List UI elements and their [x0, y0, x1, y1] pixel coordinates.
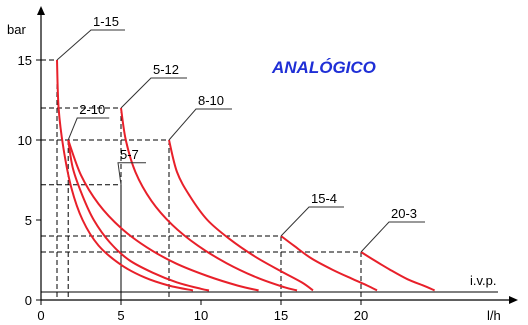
axes: 0 5 10 15 20 0 5 10 15 l/h bar — [7, 6, 518, 323]
x-tick-label: 15 — [274, 308, 288, 323]
chart-title: ANALÓGICO — [271, 58, 376, 77]
y-axis-label: bar — [7, 22, 26, 37]
x-axis-label: l/h — [487, 308, 501, 323]
curve-8-10 — [168, 139, 314, 292]
curve-label-20-3: 20-3 — [391, 206, 417, 221]
curve-2-10 — [67, 139, 210, 292]
curve-1-15 — [56, 59, 194, 292]
y-tick-label: 5 — [25, 213, 32, 228]
curve-label-8-10: 8-10 — [198, 93, 224, 108]
x-tick-label: 5 — [117, 308, 124, 323]
curve-20-3 — [360, 251, 435, 292]
y-tick-label: 10 — [18, 133, 32, 148]
label-leader — [120, 77, 187, 109]
curve-label-5-7: 5-7 — [120, 147, 139, 162]
label-leader — [360, 221, 425, 253]
curve-labels: 1-15 2-10 5-7 5-12 8-10 15-4 20-3 — [56, 14, 425, 253]
x-tick-label: 0 — [37, 308, 44, 323]
x-axis-arrow — [509, 296, 518, 304]
curve-label-2-10: 2-10 — [79, 102, 105, 117]
label-leader — [280, 206, 344, 237]
label-leader — [67, 117, 110, 141]
reference-lines — [41, 59, 362, 300]
curve-5-12 — [120, 107, 298, 292]
curves — [56, 59, 435, 292]
label-leader — [117, 162, 146, 185]
label-leader — [56, 29, 125, 61]
label-leader — [168, 108, 232, 141]
y-tick-label: 15 — [18, 53, 32, 68]
ivp-baseline-group: i.v.p. — [41, 273, 498, 293]
x-tick-label: 20 — [354, 308, 368, 323]
y-axis-arrow — [37, 6, 45, 15]
curve-label-15-4: 15-4 — [311, 191, 337, 206]
curve-label-5-12: 5-12 — [153, 62, 179, 77]
curve-15-4 — [280, 235, 378, 292]
curve-5-7 — [67, 139, 259, 292]
ivp-label: i.v.p. — [470, 273, 497, 288]
x-tick-label: 10 — [194, 308, 208, 323]
y-tick-label: 0 — [25, 293, 32, 308]
curve-label-1-15: 1-15 — [93, 14, 119, 29]
